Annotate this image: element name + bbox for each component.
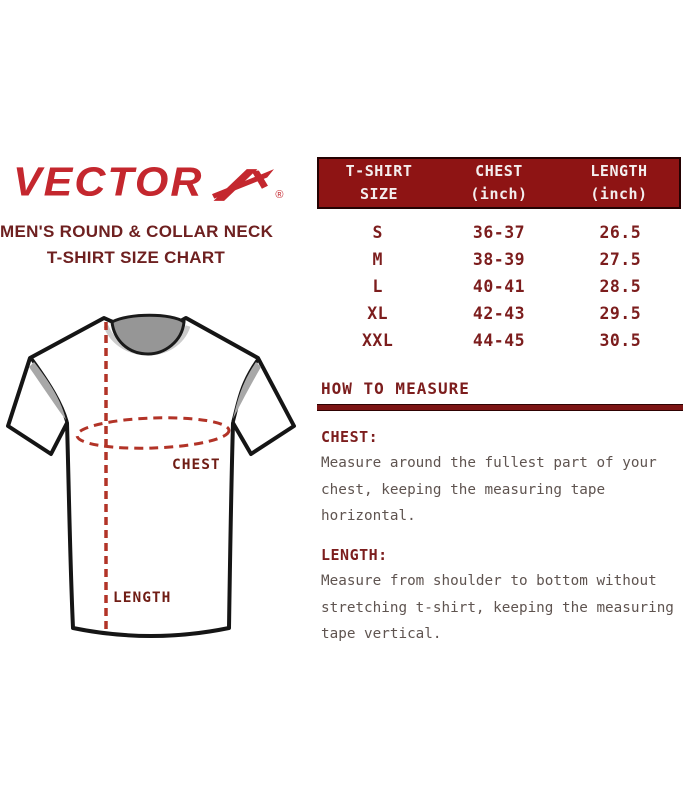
how-to-measure-title: HOW TO MEASURE bbox=[321, 379, 470, 398]
length-cell: 27.5 bbox=[599, 250, 642, 269]
chest-cell: 38-39 bbox=[472, 250, 526, 269]
table-row: XL 42-43 29.5 bbox=[317, 300, 681, 327]
size-cell: M bbox=[372, 250, 383, 269]
header-cell-chest: CHEST (inch) bbox=[470, 162, 528, 203]
length-cell: 30.5 bbox=[599, 331, 642, 350]
subtitle-line1: MEN'S ROUND & COLLAR NECK bbox=[0, 222, 274, 241]
length-cell: 29.5 bbox=[599, 304, 642, 323]
size-cell: S bbox=[372, 223, 383, 242]
chest-section-body: Measure around the fullest part of your … bbox=[321, 455, 657, 524]
size-table-body: S 36-37 26.5 M 38-39 27.5 L 40-41 28.5 X… bbox=[317, 219, 681, 354]
length-cell: 28.5 bbox=[599, 277, 642, 296]
size-table: T-SHIRT SIZE CHEST (inch) LENGTH (inch) … bbox=[317, 157, 681, 354]
chest-cell: 44-45 bbox=[472, 331, 526, 350]
divider-rule bbox=[317, 404, 683, 411]
length-measure-label: LENGTH bbox=[113, 590, 172, 606]
table-row: S 36-37 26.5 bbox=[317, 219, 681, 246]
size-table-header: T-SHIRT SIZE CHEST (inch) LENGTH (inch) bbox=[317, 157, 681, 209]
size-cell: XXL bbox=[362, 331, 394, 350]
brand-logo: VECTOR ® bbox=[13, 161, 284, 205]
tshirt-diagram bbox=[6, 313, 296, 638]
chest-cell: 42-43 bbox=[472, 304, 526, 323]
chest-cell: 40-41 bbox=[472, 277, 526, 296]
header-cell-size: T-SHIRT SIZE bbox=[345, 162, 413, 203]
brand-logo-x-icon bbox=[212, 169, 275, 205]
length-cell: 26.5 bbox=[599, 223, 642, 242]
registered-trademark: ® bbox=[275, 189, 284, 201]
length-section-heading: LENGTH: bbox=[321, 546, 388, 564]
table-row: M 38-39 27.5 bbox=[317, 246, 681, 273]
brand-logo-text: VECTOR bbox=[13, 159, 204, 205]
table-row: L 40-41 28.5 bbox=[317, 273, 681, 300]
chest-section-heading: CHEST: bbox=[321, 428, 379, 446]
size-cell: L bbox=[372, 277, 383, 296]
header-cell-length: LENGTH (inch) bbox=[590, 162, 648, 203]
size-cell: XL bbox=[367, 304, 389, 323]
table-row: XXL 44-45 30.5 bbox=[317, 327, 681, 354]
length-section-body: Measure from shoulder to bottom without … bbox=[321, 573, 674, 642]
chest-measure-label: CHEST bbox=[172, 457, 221, 473]
subtitle-line2: T-SHIRT SIZE CHART bbox=[46, 248, 226, 267]
chest-cell: 36-37 bbox=[472, 223, 526, 242]
